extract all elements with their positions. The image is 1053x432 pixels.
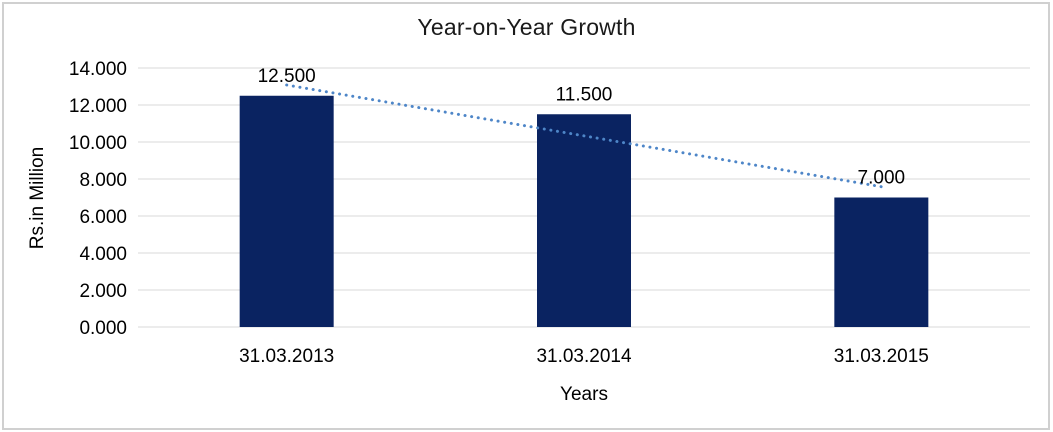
y-tick-label: 6.000 xyxy=(79,207,127,228)
x-category-label: 31.03.2015 xyxy=(834,346,929,367)
y-tick-label: 8.000 xyxy=(79,170,127,191)
y-tick-label: 4.000 xyxy=(79,244,127,265)
bar xyxy=(239,95,334,327)
x-category-label: 31.03.2014 xyxy=(536,346,632,367)
y-tick-label: 10.000 xyxy=(69,133,127,154)
bar xyxy=(537,114,631,327)
trendline xyxy=(285,83,883,189)
x-category-label: 31.03.2013 xyxy=(239,346,334,367)
x-axis-title: Years xyxy=(560,384,608,405)
bar-data-label: 12.500 xyxy=(258,66,316,87)
chart-title: Year-on-Year Growth xyxy=(417,14,636,40)
bar-data-label: 7.000 xyxy=(858,168,906,189)
y-tick-label: 2.000 xyxy=(79,281,127,302)
y-tick-label: 0.000 xyxy=(79,318,127,339)
bar xyxy=(834,197,929,327)
bar-data-label: 11.500 xyxy=(556,84,613,105)
y-tick-label: 12.000 xyxy=(69,96,127,117)
y-tick-label: 14.000 xyxy=(69,59,127,80)
